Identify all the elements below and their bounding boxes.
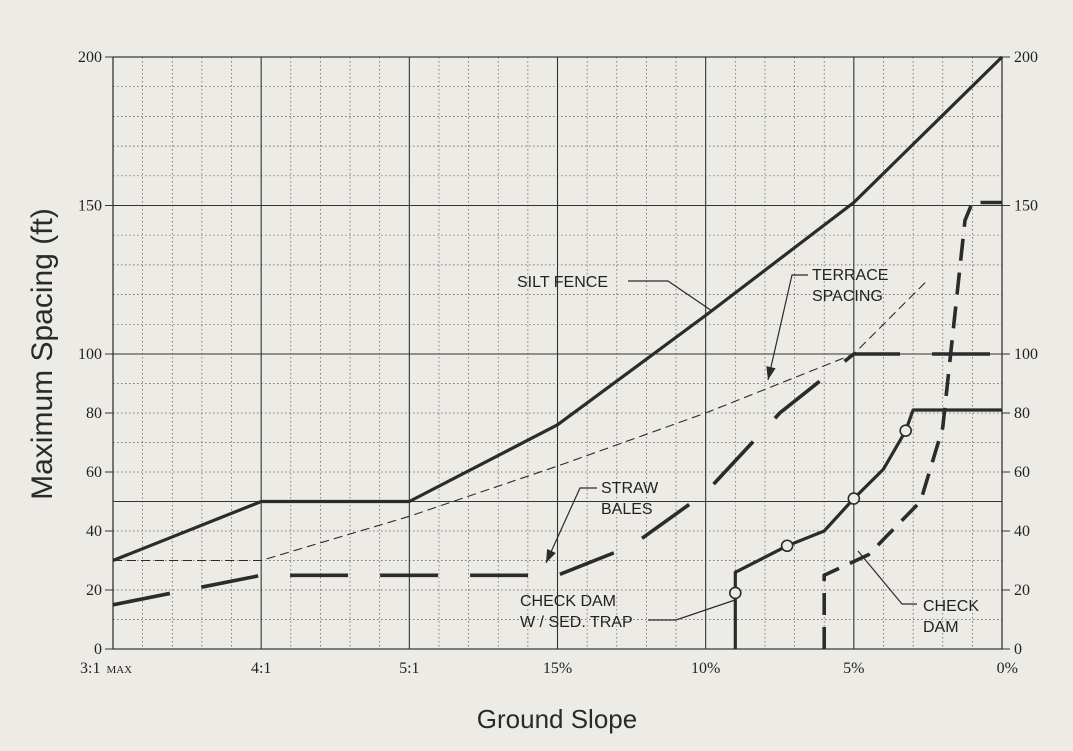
data-marker <box>728 586 742 600</box>
x-tick-label: 5:1 <box>399 660 419 677</box>
series-line-silt-fence <box>112 55 1004 562</box>
plot-frame <box>112 56 1003 650</box>
annotation-label: DAM <box>923 619 959 636</box>
data-marker <box>899 424 912 438</box>
annotation-label: TERRACE <box>812 267 888 284</box>
x-tick-label: 15% <box>543 660 572 677</box>
x-tick-label: 4:1 <box>251 660 271 677</box>
y-tick-label-right: 20 <box>1014 582 1030 599</box>
annotation-label: CHECK DAM <box>520 593 616 610</box>
y-tick-label-right: 0 <box>1014 641 1022 658</box>
y-tick-label-right: 60 <box>1014 464 1030 481</box>
series-line-straw-bales <box>112 352 1002 607</box>
annotation-label: SPACING <box>812 288 883 305</box>
y-tick-label-left: 80 <box>86 405 102 422</box>
y-tick-label-left: 150 <box>78 198 102 215</box>
y-tick-label-left: 60 <box>86 464 102 481</box>
x-tick-suffix: MAX <box>106 664 132 676</box>
x-tick-label: 3:1 MAX <box>80 660 132 677</box>
y-tick-label-left: 200 <box>78 49 102 66</box>
annotation-layer: SILT FENCE TERRACE SPACING STRAW BALES CHECK … <box>517 267 979 636</box>
y-tick-label-left: 100 <box>78 346 102 363</box>
annotation-leader <box>767 274 808 381</box>
annotation-label: W / SED. TRAP <box>520 614 633 631</box>
y-tick-label-right: 150 <box>1014 198 1038 215</box>
y-tick-label-left: 0 <box>94 641 102 658</box>
annotation-label: BALES <box>601 501 653 518</box>
y-axis-label: Maximum Spacing (ft) <box>26 208 59 500</box>
tick-labels: 0 0 20 20 40 40 60 60 80 80 100 100 150 150 200 200 3:1 M… <box>78 49 1038 677</box>
y-tick-label-left: 40 <box>86 523 102 540</box>
x-tick-label: 10% <box>691 660 720 677</box>
annotation-leader <box>857 550 917 605</box>
y-tick-label-right: 40 <box>1014 523 1030 540</box>
annotation-arrowhead <box>766 366 776 380</box>
annotation-leader <box>628 280 713 312</box>
annotation-label: CHECK <box>923 598 979 615</box>
annotation-arrowhead <box>546 549 556 563</box>
y-tick-label-right: 200 <box>1014 49 1038 66</box>
x-axis-label: Ground Slope <box>477 704 637 734</box>
y-tick-label-right: 80 <box>1014 405 1030 422</box>
data-marker <box>780 539 794 553</box>
annotation-leader <box>648 599 736 621</box>
y-tick-label-right: 100 <box>1014 346 1038 363</box>
series-line-check-dam <box>822 200 1002 649</box>
annotation-leader <box>545 487 597 564</box>
annotation-label: SILT FENCE <box>517 274 608 291</box>
x-tick-label: 5% <box>843 660 864 677</box>
data-marker <box>847 492 861 505</box>
y-tick-label-left: 20 <box>86 582 102 599</box>
x-tick-label: 0% <box>997 660 1018 677</box>
annotation-label: STRAW <box>601 480 659 497</box>
series-layer <box>112 55 1004 649</box>
